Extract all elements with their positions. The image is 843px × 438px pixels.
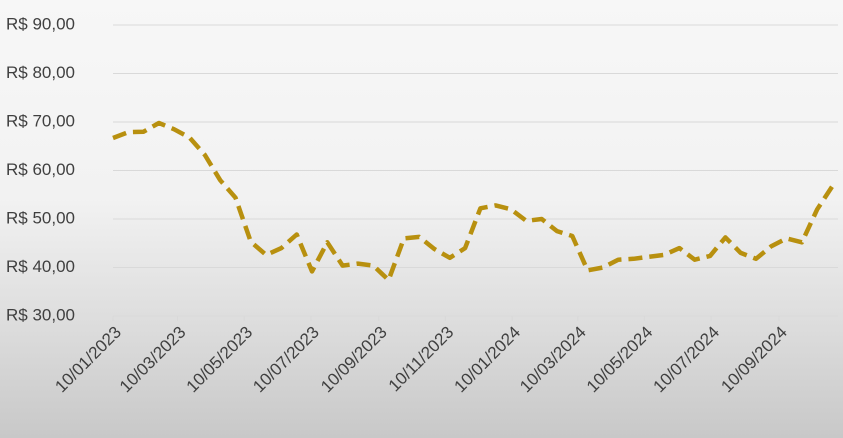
x-tick-label: 10/03/2023 <box>116 323 190 397</box>
y-tick-label: R$ 60,00 <box>6 160 75 179</box>
x-tick-label: 10/03/2024 <box>516 323 590 397</box>
x-tick-label: 10/01/2023 <box>51 323 125 397</box>
y-tick-label: R$ 40,00 <box>6 257 75 276</box>
x-tick-label: 10/09/2024 <box>717 323 791 397</box>
y-tick-label: R$ 70,00 <box>6 111 75 130</box>
x-tick-label: 10/05/2023 <box>183 323 257 397</box>
price-line <box>113 123 833 280</box>
y-tick-label: R$ 90,00 <box>6 14 75 33</box>
x-tick-label: 10/01/2024 <box>451 323 525 397</box>
x-tick-label: 10/09/2023 <box>317 323 391 397</box>
y-tick-label: R$ 50,00 <box>6 208 75 227</box>
x-tick-label: 10/11/2023 <box>385 323 458 396</box>
x-tick-label: 10/07/2023 <box>249 323 323 397</box>
y-tick-label: R$ 30,00 <box>6 305 75 324</box>
x-tick-label: 10/05/2024 <box>583 323 657 397</box>
x-tick-label: 10/07/2024 <box>650 323 724 397</box>
y-tick-label: R$ 80,00 <box>6 63 75 82</box>
chart: R$ 30,00 R$ 40,00 R$ 50,00 R$ 60,00 R$ 70,00… <box>0 0 843 438</box>
